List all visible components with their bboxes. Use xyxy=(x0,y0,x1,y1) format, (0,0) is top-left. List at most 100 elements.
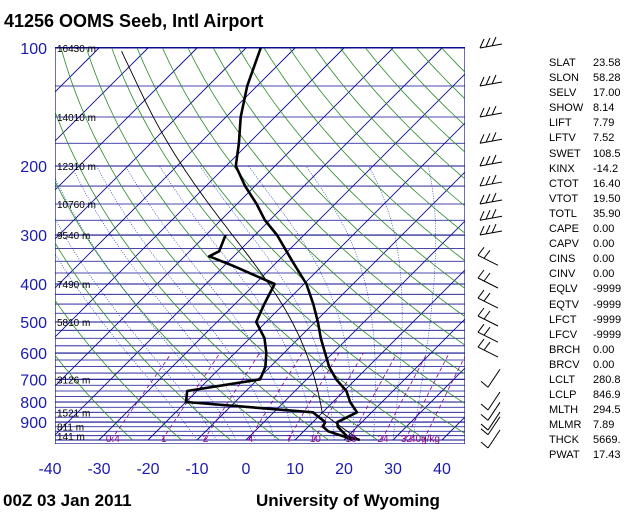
index-row: CINS 0.00 xyxy=(549,252,637,267)
index-key: LCLP xyxy=(549,389,577,402)
index-row: TOTL 35.90 xyxy=(549,207,637,222)
mixing-ratio-label: 2 xyxy=(203,434,209,445)
isotherm-line xyxy=(55,47,345,338)
index-key: CTOT xyxy=(549,177,579,190)
index-key: MLMR xyxy=(549,419,582,432)
mixing-ratio-label: 16 xyxy=(345,434,357,445)
pressure-tick-label: 200 xyxy=(20,159,47,176)
index-row: EQTV -9999 xyxy=(549,298,637,313)
moist-adiabat xyxy=(125,165,296,441)
isotherm-line xyxy=(55,47,296,289)
wind-barb xyxy=(477,269,499,289)
pressure-tick-label: 800 xyxy=(20,395,47,412)
index-key: VTOT xyxy=(549,192,579,205)
index-value: -14.2 xyxy=(593,162,619,175)
dewpoint-profile xyxy=(184,234,353,442)
index-key: CAPV xyxy=(549,238,579,251)
index-value: 19.50 xyxy=(593,192,621,205)
wind-barb xyxy=(479,174,503,187)
temperature-tick-label: 10 xyxy=(286,461,304,478)
index-value: 58.28 xyxy=(593,72,621,85)
wind-barb xyxy=(477,246,499,266)
moist-adiabat xyxy=(71,165,257,441)
height-label: 141 m xyxy=(57,432,85,443)
moist-adiabat xyxy=(55,177,237,441)
index-value: 0.00 xyxy=(593,358,615,371)
wind-barb xyxy=(479,74,503,87)
index-value: 0.00 xyxy=(593,238,615,251)
isotherm-line xyxy=(343,318,465,441)
isotherm-line xyxy=(294,269,465,441)
height-label: 14010 m xyxy=(57,113,96,124)
mixing-ratio-label: 40g/kg xyxy=(410,434,440,445)
index-row: LIFT 7.79 xyxy=(549,116,637,131)
index-row: CAPV 0.00 xyxy=(549,237,637,252)
index-key: KINX xyxy=(549,162,575,175)
wind-barb xyxy=(480,411,501,431)
index-key: SLAT xyxy=(549,57,576,69)
index-key: CINS xyxy=(549,253,576,266)
index-key: TOTL xyxy=(549,207,577,220)
index-key: CINV xyxy=(549,268,576,281)
index-key: SELV xyxy=(549,87,577,100)
dry-adiabat xyxy=(60,47,378,441)
wind-barb xyxy=(480,402,501,421)
pressure-tick-label: 900 xyxy=(20,415,47,432)
wind-barb xyxy=(480,429,501,449)
dry-adiabat xyxy=(136,47,465,404)
parcel-path xyxy=(121,51,360,441)
index-key: SLON xyxy=(549,72,579,85)
mixing-ratio-line xyxy=(248,352,303,441)
index-key: BRCH xyxy=(549,343,581,356)
dry-adiabat xyxy=(238,47,465,289)
index-key: LFCV xyxy=(549,328,578,341)
profile-layer xyxy=(184,47,361,442)
pressure-tick-label: 700 xyxy=(20,372,47,389)
index-row: PWAT 17.43 xyxy=(549,448,637,463)
pressure-tick-label: 500 xyxy=(20,315,47,332)
index-value: 280.8 xyxy=(593,373,621,386)
moist-adiabat xyxy=(159,165,315,441)
index-row: SLON 58.28 xyxy=(549,71,637,86)
index-row: EQLV -9999 xyxy=(549,282,637,297)
index-row: MLMR 7.89 xyxy=(549,418,637,433)
temperature-tick-label: 40 xyxy=(433,461,451,478)
index-row: BRCV 0.00 xyxy=(549,358,637,373)
station-title: 41256 OOMS Seeb, Intl Airport xyxy=(4,11,263,31)
index-row: LFTV 7.52 xyxy=(549,131,637,146)
isotherm-line xyxy=(245,220,465,441)
mixing-ratio-line xyxy=(349,352,398,441)
wind-barb xyxy=(480,369,501,388)
isotherm-line xyxy=(55,47,247,240)
index-key: LFCT xyxy=(549,313,577,326)
temperature-tick-label: -30 xyxy=(87,461,110,478)
dry-adiabat xyxy=(55,110,329,441)
mixing-ratio-label: 0.4 xyxy=(106,434,120,445)
isotherm-line xyxy=(55,47,198,191)
index-key: EQLV xyxy=(549,283,578,296)
wind-barb xyxy=(479,105,503,118)
pressure-tick-label: 100 xyxy=(20,41,47,58)
index-row: VTOT 19.50 xyxy=(549,192,637,207)
temperature-tick-label: -40 xyxy=(38,461,61,478)
stability-indices: SLAT 23.58 SLON 58.28 SELV 17.00 SHOW 8.14 LIFT 7… xyxy=(549,56,637,464)
index-value: 8.14 xyxy=(593,102,615,115)
height-label: 5810 m xyxy=(57,318,90,329)
wind-barb xyxy=(479,154,503,167)
index-value: 294.5 xyxy=(593,404,621,417)
index-row: SWET 108.5 xyxy=(549,147,637,162)
temperature-tick-label: -10 xyxy=(185,461,208,478)
index-key: THCK xyxy=(549,434,579,447)
wind-barb xyxy=(477,289,499,309)
index-key: SWET xyxy=(549,147,581,160)
mixing-ratio-line xyxy=(203,352,261,441)
moist-adiabat xyxy=(55,253,198,441)
mixing-ratio-label: 32 xyxy=(401,434,413,445)
wind-barb xyxy=(477,307,499,327)
dry-adiabat xyxy=(162,47,465,375)
mixing-ratio-line xyxy=(110,352,172,441)
temperature-tick-label: -20 xyxy=(136,461,159,478)
footer-time: 00Z 03 Jan 2011 xyxy=(3,491,132,510)
index-value: 23.58 xyxy=(593,57,621,69)
